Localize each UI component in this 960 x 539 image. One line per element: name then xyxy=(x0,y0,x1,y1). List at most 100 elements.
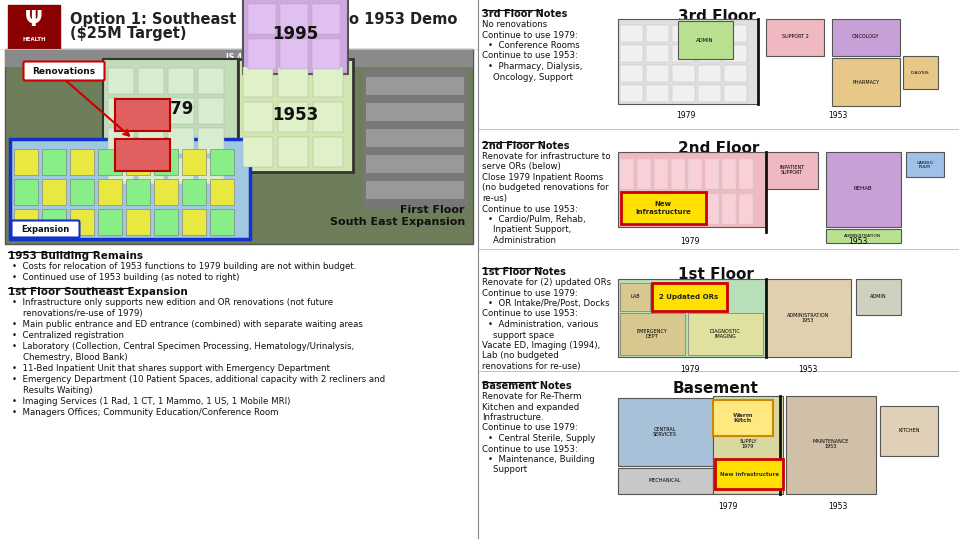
Text: Continue to use 1953:: Continue to use 1953: xyxy=(482,204,578,213)
Bar xyxy=(672,85,695,102)
Bar xyxy=(688,313,763,355)
Text: (no budgeted renovations for: (no budgeted renovations for xyxy=(482,183,609,192)
Bar xyxy=(739,194,753,224)
Bar xyxy=(832,58,900,106)
Bar xyxy=(98,179,122,205)
Text: Infrastructure.: Infrastructure. xyxy=(482,413,543,422)
Text: CENTRAL
SERVICES: CENTRAL SERVICES xyxy=(653,426,677,438)
Bar xyxy=(646,65,669,82)
Text: KITCHEN: KITCHEN xyxy=(899,429,920,433)
Bar xyxy=(14,149,38,175)
Text: •  Managers Offices; Community Education/Conference Room: • Managers Offices; Community Education/… xyxy=(12,408,278,417)
Bar xyxy=(168,98,194,124)
Text: ADMIN: ADMIN xyxy=(870,294,886,300)
Bar xyxy=(70,179,94,205)
Text: Continue to use 1979:: Continue to use 1979: xyxy=(482,31,578,39)
Text: Oncology, Support: Oncology, Support xyxy=(482,73,573,81)
Bar xyxy=(672,45,695,62)
Bar xyxy=(198,128,224,154)
Text: MECHANICAL: MECHANICAL xyxy=(649,479,682,483)
Text: 2nd Floor Notes: 2nd Floor Notes xyxy=(482,141,569,151)
Bar xyxy=(210,179,234,205)
Text: LAB: LAB xyxy=(630,294,639,300)
Bar xyxy=(715,459,783,489)
Bar xyxy=(903,56,938,89)
Bar xyxy=(103,59,238,189)
Bar xyxy=(154,209,178,235)
Bar xyxy=(313,102,343,132)
Bar xyxy=(654,159,668,189)
Bar xyxy=(766,279,851,357)
Text: Close 1979 Inpatient Rooms: Close 1979 Inpatient Rooms xyxy=(482,173,603,182)
Text: Inpatient Support,: Inpatient Support, xyxy=(482,225,571,234)
Text: CARDIO
PULM: CARDIO PULM xyxy=(917,161,933,169)
Bar xyxy=(243,137,273,167)
Text: Renovate for (2) updated ORs: Renovate for (2) updated ORs xyxy=(482,278,612,287)
Text: Continue to use 1979:: Continue to use 1979: xyxy=(482,288,578,298)
Text: 1953: 1953 xyxy=(828,502,848,511)
Text: Chemestry, Blood Bank): Chemestry, Blood Bank) xyxy=(12,353,128,362)
Bar xyxy=(138,68,164,94)
Bar xyxy=(620,313,685,355)
Bar xyxy=(724,85,747,102)
Text: New
Infrastructure: New Infrastructure xyxy=(636,202,691,215)
Text: ADMINISTRATION: ADMINISTRATION xyxy=(845,234,881,238)
Bar xyxy=(108,68,134,94)
Bar xyxy=(70,209,94,235)
Text: No renovations: No renovations xyxy=(482,20,547,29)
Bar xyxy=(366,181,464,199)
Bar xyxy=(713,400,773,436)
Bar xyxy=(826,229,901,243)
Text: Vacate ED, Imaging (1994),: Vacate ED, Imaging (1994), xyxy=(482,341,600,350)
Text: •  11-Bed Inpatient Unit that shares support with Emergency Department: • 11-Bed Inpatient Unit that shares supp… xyxy=(12,364,330,373)
Text: •  Imaging Services (1 Rad, 1 CT, 1 Mammo, 1 US, 1 Mobile MRI): • Imaging Services (1 Rad, 1 CT, 1 Mammo… xyxy=(12,397,290,406)
Bar xyxy=(248,39,276,69)
Bar xyxy=(671,194,685,224)
Bar xyxy=(786,396,876,494)
Bar xyxy=(678,21,733,59)
Bar xyxy=(766,152,818,189)
Bar xyxy=(620,25,643,42)
Bar xyxy=(243,0,348,74)
Text: Basement Notes: Basement Notes xyxy=(482,381,571,391)
Bar xyxy=(618,152,766,227)
Bar xyxy=(705,159,719,189)
Text: HEALTH: HEALTH xyxy=(22,37,46,42)
Bar xyxy=(688,194,702,224)
Bar xyxy=(620,45,643,62)
Bar xyxy=(724,65,747,82)
Bar xyxy=(646,85,669,102)
Bar xyxy=(618,468,713,494)
Text: •  OR Intake/Pre/Post, Docks: • OR Intake/Pre/Post, Docks xyxy=(488,299,610,308)
Text: 1979: 1979 xyxy=(681,365,700,374)
Bar xyxy=(182,179,206,205)
Text: 1995: 1995 xyxy=(273,25,319,43)
Text: EMERGENCY
DEPT: EMERGENCY DEPT xyxy=(636,329,667,340)
Bar xyxy=(278,67,308,97)
Text: •  Laboratory (Collection, Central Specimen Processing, Hematology/Urinalysis,: • Laboratory (Collection, Central Specim… xyxy=(12,342,354,351)
Text: 3rd Floor: 3rd Floor xyxy=(678,9,756,24)
Text: MAINTENANCE
1953: MAINTENANCE 1953 xyxy=(813,439,850,450)
Text: Warm
Kitch: Warm Kitch xyxy=(732,412,754,424)
Text: •  Centralized registration: • Centralized registration xyxy=(12,331,124,340)
Bar xyxy=(722,194,736,224)
Bar xyxy=(620,159,634,189)
Bar xyxy=(42,179,66,205)
Bar xyxy=(198,98,224,124)
Bar xyxy=(182,209,206,235)
Bar xyxy=(722,159,736,189)
Bar xyxy=(8,5,60,49)
Bar xyxy=(168,128,194,154)
Bar xyxy=(620,65,643,82)
Text: Continue to use 1953:: Continue to use 1953: xyxy=(482,445,578,453)
Bar xyxy=(826,152,901,227)
Bar xyxy=(366,77,464,95)
Bar xyxy=(698,25,721,42)
Text: Renovations: Renovations xyxy=(33,66,96,75)
Bar xyxy=(672,65,695,82)
Text: ONCOLOGY: ONCOLOGY xyxy=(852,34,879,39)
Bar xyxy=(278,102,308,132)
Bar xyxy=(705,194,719,224)
Bar xyxy=(126,149,150,175)
Text: First Floor
South East Expansion: First Floor South East Expansion xyxy=(329,205,465,227)
